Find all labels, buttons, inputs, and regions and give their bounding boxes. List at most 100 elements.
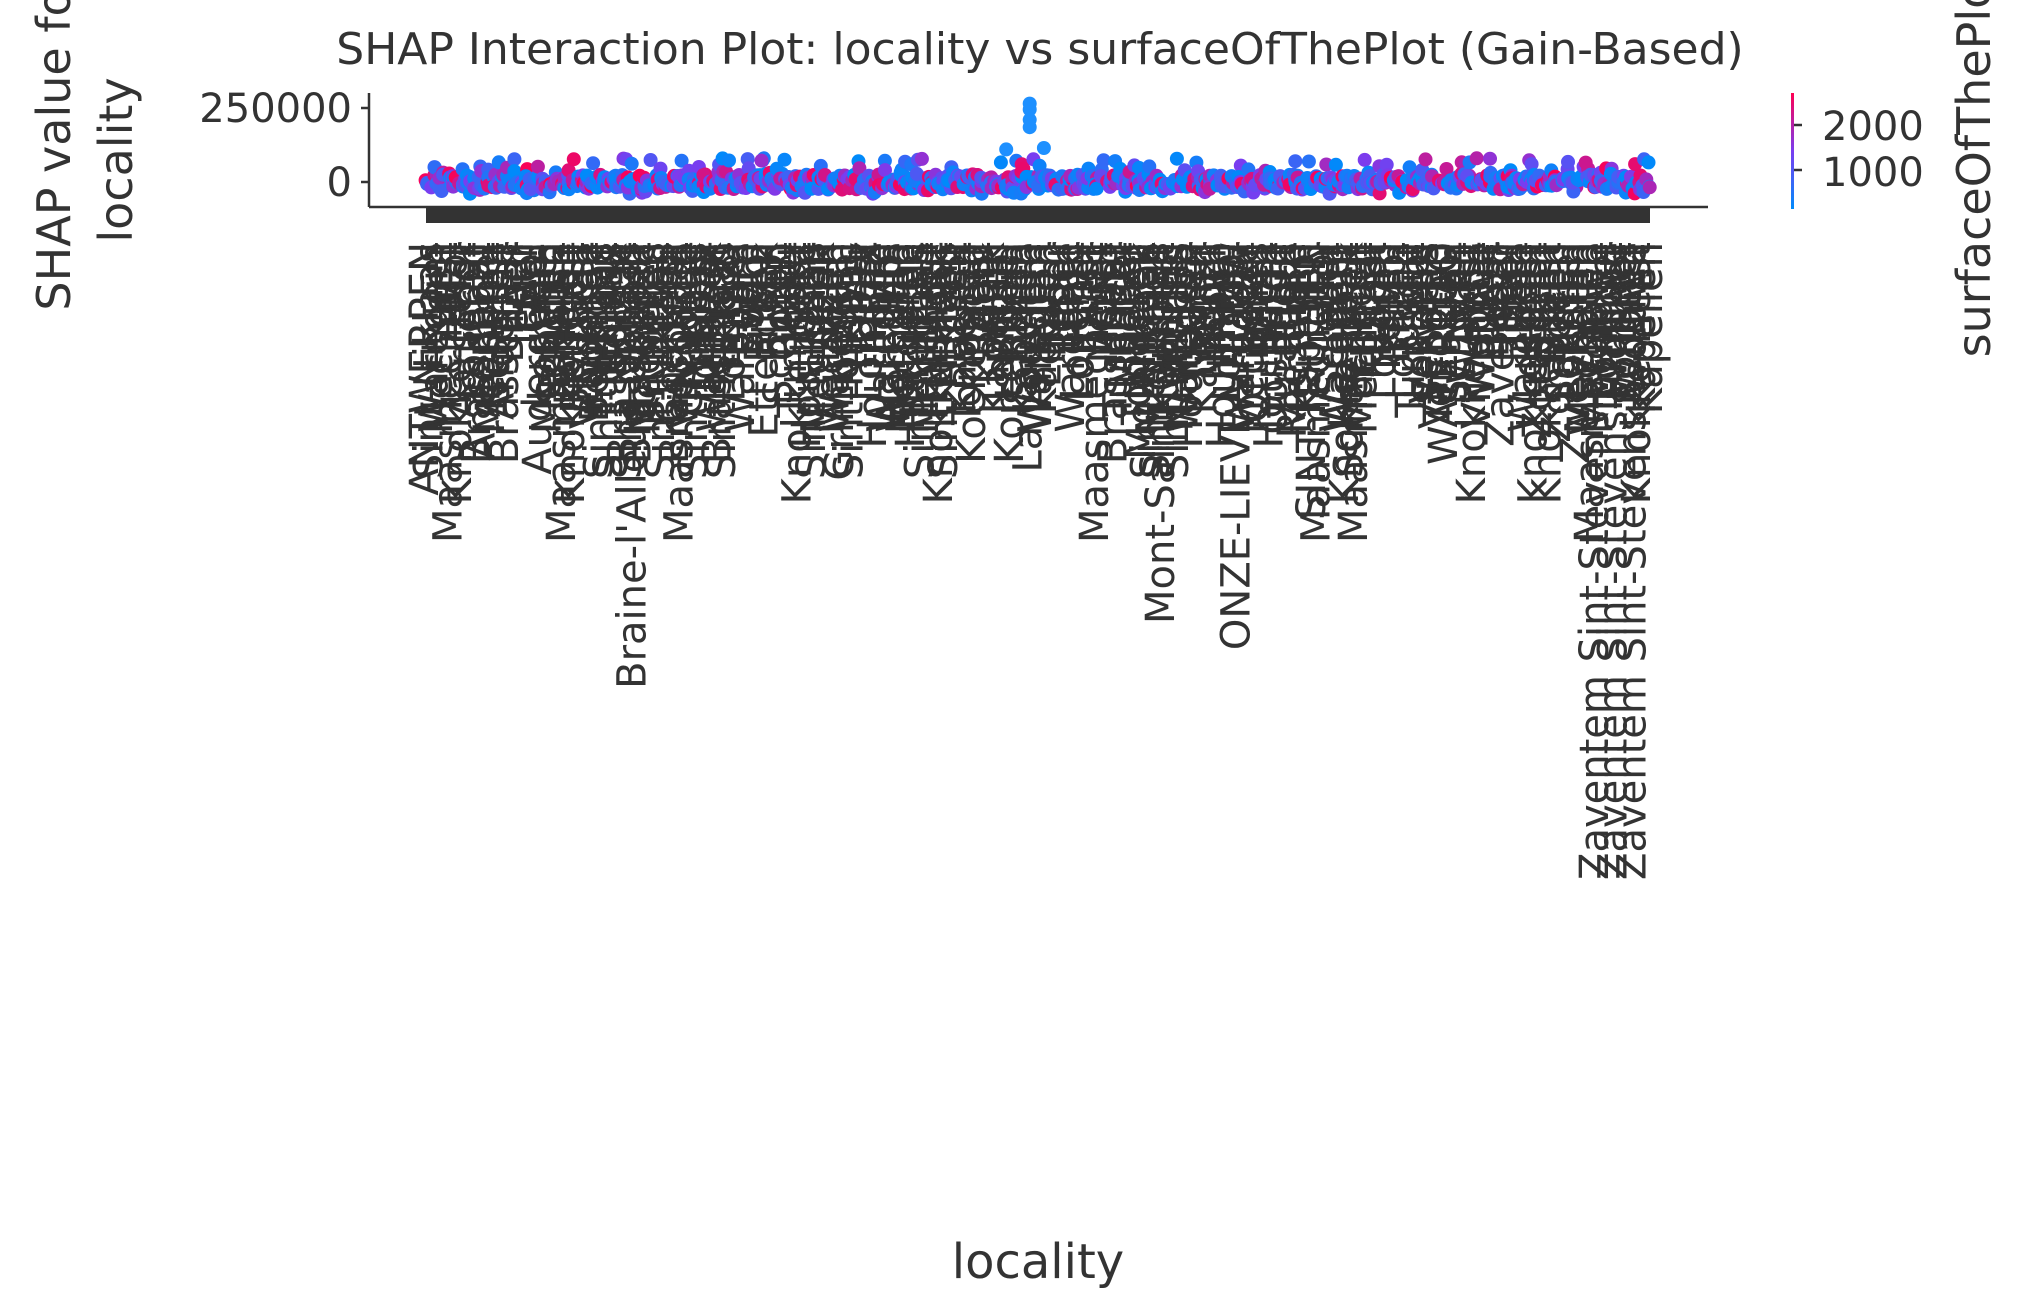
x-tick-label: Boom (1473, 242, 1519, 357)
x-tick-label: Lommel (520, 242, 566, 402)
y-tick-label-0: 0 (327, 160, 352, 206)
scatter-point (1402, 160, 1417, 175)
x-tick-label: Sint-Niklaas (671, 242, 717, 479)
x-tick-label: Boom (728, 242, 774, 357)
x-tick-label: Lommel (822, 242, 868, 402)
x-tick-label: Lokeren (1506, 242, 1552, 400)
x-tick-label: Zele (1496, 242, 1542, 330)
scatter-point (1288, 154, 1303, 169)
x-tick-label: Lokeren (544, 242, 590, 400)
x-tick-label: Mol (1279, 242, 1325, 312)
x-tick-label: Mechelen (794, 242, 840, 434)
x-tick-label: Diest (558, 242, 604, 345)
scatter-point (523, 182, 538, 197)
x-tick-label: Boom (1086, 242, 1132, 357)
scatter-point (1439, 162, 1454, 176)
x-tick-label: Mol (643, 242, 689, 312)
x-tick-label: Schoten (1605, 242, 1651, 405)
x-tick-label: Schoten (473, 242, 519, 405)
x-tick-label: Schoten (1539, 242, 1585, 405)
scatter-point-outlier (1022, 102, 1037, 117)
x-tick-label: Maasmechelen (539, 242, 585, 543)
colorbar-tick-label-2000: 2000 (1822, 104, 1924, 150)
scatter-point (852, 161, 867, 176)
x-tick-label: Sint-Niklaas (1124, 242, 1170, 479)
x-tick-label: Lommel (680, 242, 726, 402)
scatter-point (878, 163, 892, 178)
x-tick-label: Mechelen (1341, 242, 1387, 434)
x-tick-label: Zaventem Sint-Stevens-Woluwe (1610, 242, 1656, 880)
scatter-point (643, 153, 658, 167)
x-tick-label: Mol (1426, 242, 1472, 312)
x-tick-label: Sint-Niklaas (407, 242, 453, 479)
x-tick-label: Oostende (1251, 242, 1297, 434)
x-tick-label: Diest (1463, 242, 1509, 345)
x-tick-label: Mechelen (468, 242, 514, 434)
x-tick-label: Turnhout (1586, 242, 1632, 419)
x-tick-label: Waregem (718, 242, 764, 433)
x-tick-label: Bilzen (1529, 242, 1575, 363)
x-tick-label: Charleroi (647, 242, 693, 423)
x-tick-label: Vilvoorde (661, 242, 707, 429)
x-tick-label: Ieper (1077, 241, 1123, 344)
x-tick-label: Ieper (1034, 241, 1080, 344)
x-tick-label: Bilzen (1374, 242, 1420, 363)
x-tick-label: Hermalle (874, 242, 920, 423)
x-tick-label: Mechelen (624, 242, 670, 434)
scatter-point (1469, 151, 1484, 166)
x-tick-label: Mol (732, 242, 778, 312)
x-tick-label: Mol (1393, 242, 1439, 312)
x-tick-label: Waregem (860, 242, 906, 433)
x-tick-label: Diest (907, 242, 953, 345)
x-tick-label: Geel (963, 242, 1009, 333)
x-tick-label: Boom (959, 242, 1005, 357)
x-tick-label: Geel (935, 242, 981, 333)
x-tick-label: Waregem (1015, 242, 1061, 433)
x-tick-label: Kapellen (1626, 242, 1672, 414)
x-tick-label: Mont-Saint-Guibert (1138, 242, 1184, 624)
x-tick-label: SINT-TRUIDEN (1289, 242, 1335, 520)
x-tick-label: Schoten (1430, 242, 1476, 405)
x-tick-label: Mechelen (1227, 242, 1273, 434)
x-tick-label: Bilzen (633, 242, 679, 363)
x-tick-label: Mol (746, 242, 792, 312)
x-tick-label: Koekelberg (949, 242, 995, 464)
x-tick-label: Schoten (756, 242, 802, 405)
x-tick-label: Geel (511, 242, 557, 333)
x-tick-label: Seraing (1308, 242, 1354, 395)
x-tick-label: Mechelen (1275, 242, 1321, 434)
x-tick-label: Kapellen (1143, 242, 1189, 414)
x-tick-label: Boom (1265, 242, 1311, 357)
x-tick-label: Lommel (1058, 242, 1104, 402)
x-tick-label: Geel (765, 242, 811, 333)
x-tick-label: Waregem (1048, 242, 1094, 433)
x-tick-label: Lommel (1581, 242, 1627, 402)
x-tick-label: Braine-l'Alleud Ophain (610, 242, 656, 689)
x-tick-label: Mechelen (878, 242, 924, 434)
x-tick-label: Sint-Niklaas (921, 242, 967, 479)
x-tick-label: Zaventem Sint-Stevens-Woluwe (1572, 242, 1618, 880)
x-tick-label: Mol (506, 242, 552, 312)
x-tick-label: Mechelen (525, 242, 571, 434)
x-tick-label: Kapellen (973, 242, 1019, 414)
x-tick-label: Ninove (1194, 242, 1240, 381)
scatter-point (624, 156, 639, 171)
x-tick-label: Hasselt (930, 242, 976, 390)
scatter-point (1096, 153, 1111, 168)
x-tick-label: Kapellen (1001, 242, 1047, 414)
x-tick-label: Brasschaat (454, 242, 500, 464)
x-tick-label: Ieper (1303, 241, 1349, 344)
x-tick-label: Sint-Niklaas (638, 242, 684, 479)
x-tick-label: Genk (798, 241, 844, 346)
x-tick-label: Tongeren (1416, 242, 1462, 426)
x-tick-label: Mechelen (416, 242, 462, 434)
x-tick-label: Sint-Niklaas (605, 242, 651, 479)
x-tick-label: Waregem (1011, 242, 1057, 433)
x-tick-label: Vilvoorde (1411, 242, 1457, 429)
x-tick-label: Anderlecht (459, 242, 505, 460)
x-tick-label: ONZE-LIEVE-VROUW (1213, 242, 1259, 650)
scatter-point (1089, 181, 1104, 196)
x-tick-label: Vilvoorde (1454, 242, 1500, 429)
x-tick-label: Brasschaat (694, 242, 740, 464)
